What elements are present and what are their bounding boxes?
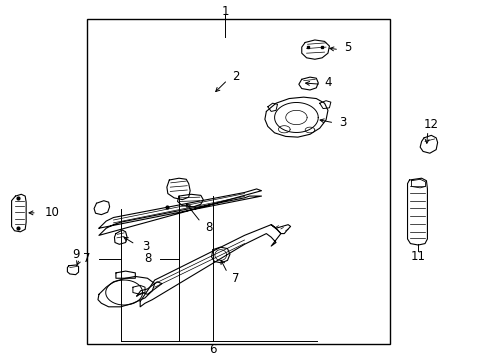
Text: 7: 7	[83, 252, 90, 265]
Text: 8: 8	[144, 252, 152, 265]
Text: 6: 6	[209, 343, 216, 356]
Text: 8: 8	[205, 221, 213, 234]
Text: 12: 12	[423, 118, 438, 131]
Text: 11: 11	[409, 250, 425, 263]
Text: 2: 2	[232, 70, 240, 83]
Text: 4: 4	[324, 76, 331, 89]
Text: 9: 9	[72, 248, 79, 261]
Text: 3: 3	[142, 240, 150, 253]
Text: 1: 1	[221, 5, 228, 18]
Text: 10: 10	[44, 206, 60, 219]
Text: 7: 7	[232, 272, 240, 285]
Text: 5: 5	[343, 41, 351, 54]
Bar	[87, 19, 389, 344]
Text: 3: 3	[338, 116, 346, 129]
